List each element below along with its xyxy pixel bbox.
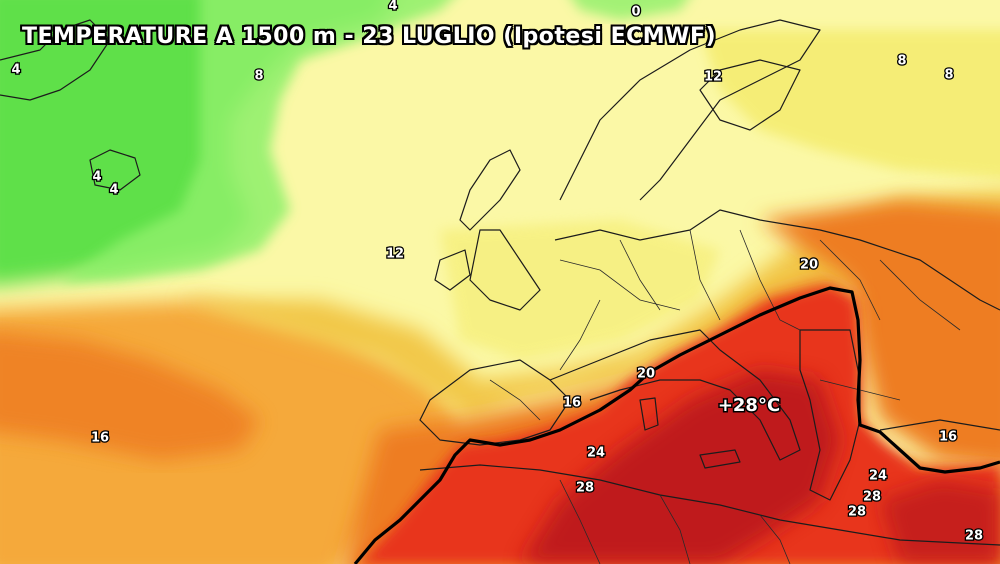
isotherm-label: 4 xyxy=(92,170,101,185)
isotherm-label: 4 xyxy=(11,63,20,78)
band-dark-orange-east xyxy=(760,200,1000,468)
band-yellow-mid xyxy=(440,220,720,360)
band-light-green xyxy=(60,0,450,282)
isotherm-label: 24 xyxy=(587,446,605,461)
isotherm-label: 28 xyxy=(863,490,881,505)
band-green xyxy=(0,0,390,285)
isotherm-label: 28 xyxy=(848,505,866,520)
isotherm-label: 16 xyxy=(91,431,109,446)
band-dark-orange xyxy=(0,332,260,460)
isotherm-label: 28 xyxy=(965,529,983,544)
coastlines xyxy=(0,19,1000,546)
isotherm-28-line xyxy=(353,286,1000,564)
isotherm-label: 28 xyxy=(576,481,594,496)
band-yellow-orange xyxy=(180,191,1000,420)
isotherm-label: 16 xyxy=(939,430,957,445)
isotherm-label: 8 xyxy=(897,54,906,69)
isotherm-label: 0 xyxy=(631,5,640,20)
borders xyxy=(489,229,961,564)
band-green-ne xyxy=(573,0,687,20)
band-yellow xyxy=(700,30,1000,179)
map-title: TEMPERATURE A 1500 m - 23 LUGLIO (Ipotes… xyxy=(22,24,717,49)
isotherm-label: 8 xyxy=(254,69,263,84)
isotherm-label: 12 xyxy=(386,247,404,262)
isotherm-label: 12 xyxy=(704,70,722,85)
isotherm-label: 20 xyxy=(637,367,655,382)
isotherm-label: 24 xyxy=(869,469,887,484)
isotherm-label: 20 xyxy=(800,258,818,273)
peak-temperature-label: +28°C xyxy=(718,395,780,416)
isotherm-label: 16 xyxy=(563,396,581,411)
isotherm-label: 8 xyxy=(944,68,953,83)
isotherm-labels: 4 0 4 8 4 4 12 8 8 12 20 20 16 16 24 28 … xyxy=(10,0,984,545)
isotherm-label: 4 xyxy=(109,183,118,198)
isotherm-label: 4 xyxy=(388,0,397,14)
